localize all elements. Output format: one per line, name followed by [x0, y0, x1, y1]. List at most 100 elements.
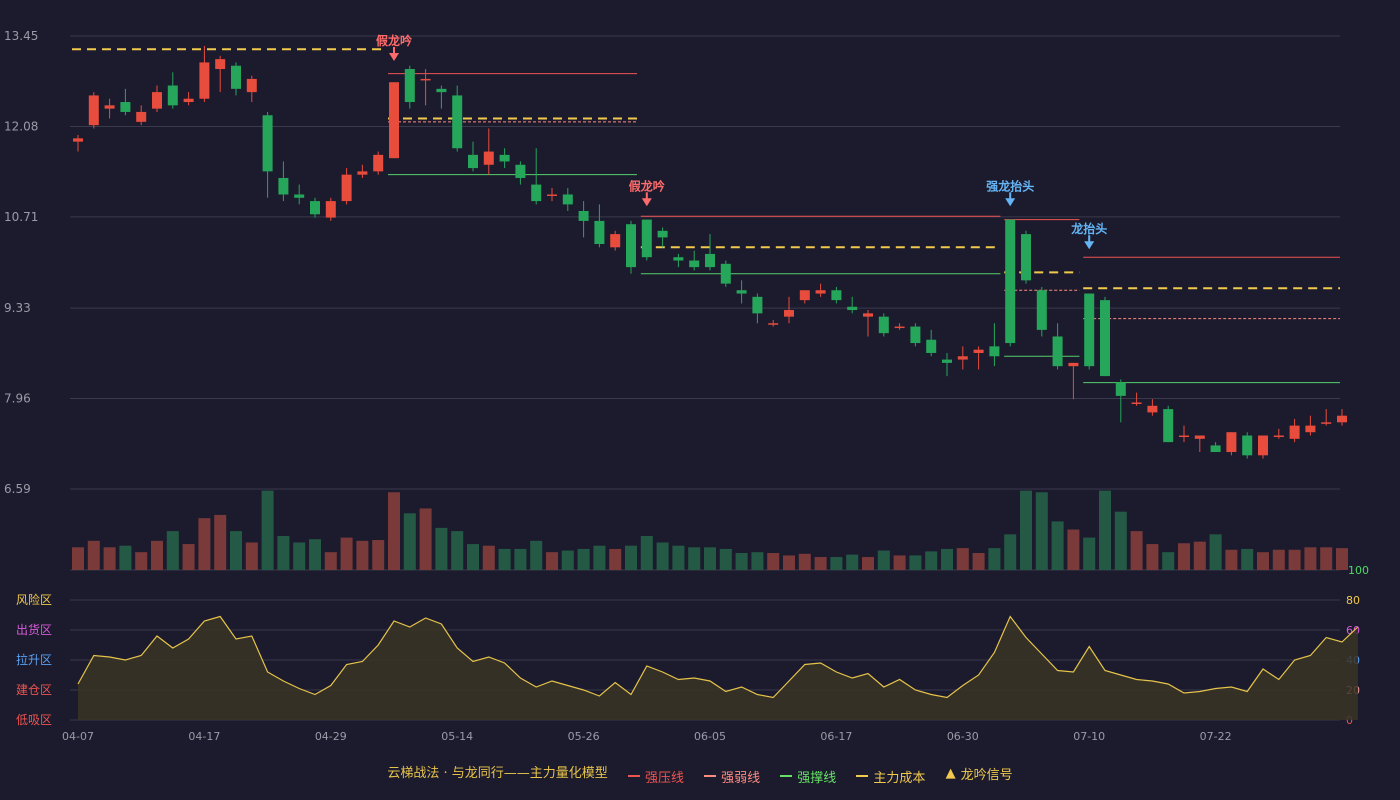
- candle-body: [1273, 435, 1284, 438]
- volume-bar: [783, 555, 795, 570]
- candle-body: [310, 201, 320, 215]
- volume-bar: [198, 518, 211, 570]
- volume-bar: [1067, 529, 1080, 570]
- volume-bar: [435, 527, 448, 570]
- candle-body: [547, 194, 557, 196]
- volume-bar: [735, 552, 748, 570]
- volume-bar: [1336, 548, 1348, 570]
- candle-body: [1337, 415, 1347, 423]
- legend-item-weak[interactable]: 强弱线: [704, 767, 760, 786]
- price-tick-label: 9.33: [4, 301, 31, 315]
- candle-body: [768, 323, 779, 325]
- candle-body: [878, 316, 889, 334]
- date-tick-label: 06-05: [694, 730, 726, 743]
- candle-body: [1052, 336, 1063, 367]
- candle-body: [373, 154, 384, 172]
- volume-bar: [356, 540, 369, 570]
- volume-bar: [1241, 548, 1254, 570]
- volume-bar: [1099, 490, 1111, 570]
- volume-bar: [1288, 549, 1301, 570]
- candle-body: [1068, 362, 1079, 367]
- volume-bar: [1083, 537, 1096, 570]
- volume-bar: [577, 548, 590, 570]
- legend-item-press[interactable]: 强压线: [627, 767, 684, 786]
- candle-body: [942, 359, 952, 363]
- candle-body: [325, 201, 336, 218]
- candle-body: [1036, 290, 1047, 330]
- volume-bar: [719, 548, 732, 570]
- volume-bar: [87, 540, 100, 570]
- volume-bar: [1162, 552, 1175, 570]
- volume-bar: [498, 548, 511, 570]
- volume-bar: [214, 514, 227, 570]
- date-tick-label: 04-17: [188, 730, 220, 743]
- candle-body: [215, 59, 226, 70]
- price-tick-label: 12.08: [4, 119, 38, 133]
- candle-body: [720, 263, 731, 284]
- candle-body: [831, 290, 842, 301]
- candle-body: [389, 82, 399, 159]
- volume-bar: [103, 547, 116, 570]
- candle-body: [531, 184, 542, 202]
- volume-bar: [72, 547, 84, 570]
- candle-body: [926, 339, 937, 353]
- candle-body: [626, 224, 636, 268]
- candle-body: [641, 219, 652, 258]
- volume-bar: [877, 550, 890, 570]
- candle-body: [246, 78, 257, 93]
- candle-body: [1021, 234, 1031, 281]
- candle-body: [894, 326, 905, 329]
- volume-bar: [625, 545, 637, 570]
- candle-body: [341, 174, 352, 202]
- volume-bar: [1020, 490, 1032, 570]
- date-tick-label: 05-14: [441, 730, 473, 743]
- triangle-icon: ▲: [945, 766, 956, 781]
- volume-bar: [893, 555, 906, 570]
- volume-bar: [340, 537, 353, 570]
- candle-body: [1147, 405, 1158, 413]
- volume-bar: [751, 552, 764, 570]
- volume-bar: [1146, 544, 1159, 570]
- volume-bar: [372, 540, 385, 570]
- candle-body: [910, 326, 921, 344]
- osc-zone-label: 风险区: [16, 592, 52, 607]
- candle-body: [1242, 435, 1253, 456]
- volume-bar: [261, 490, 274, 570]
- volume-bar: [956, 548, 969, 570]
- date-tick-label: 06-30: [947, 730, 979, 743]
- volume-bar: [561, 550, 574, 570]
- signal-label: 龙抬头: [1071, 221, 1107, 236]
- candle-body: [1084, 293, 1095, 367]
- candle-body: [610, 234, 621, 248]
- candle-body: [88, 95, 99, 126]
- volume-bar: [1130, 531, 1143, 570]
- candle-body: [104, 105, 115, 109]
- volume-bar: [467, 544, 479, 570]
- volume-bar: [119, 545, 132, 570]
- price-tick-label: 13.45: [4, 29, 38, 43]
- osc-zone-label: 拉升区: [16, 652, 52, 667]
- volume-bar: [182, 544, 195, 570]
- volume-bar: [1051, 521, 1064, 570]
- candle-body: [1321, 422, 1332, 424]
- legend-item-cost[interactable]: 主力成本: [856, 767, 925, 786]
- osc-zone-label: 建仓区: [16, 683, 52, 697]
- legend-item-support[interactable]: 强撑线: [780, 767, 836, 786]
- volume-bar: [230, 531, 242, 570]
- candle-body: [262, 115, 273, 172]
- candle-body: [752, 296, 763, 314]
- candle-body: [578, 210, 589, 221]
- legend-item-signal[interactable]: ▲ 龙吟信号: [945, 766, 1013, 783]
- candle-body: [183, 98, 194, 103]
- candle-body: [1100, 300, 1110, 377]
- candle-body: [705, 253, 715, 268]
- volume-bar: [514, 548, 527, 570]
- volume-bar: [530, 540, 543, 570]
- candle-body: [294, 194, 305, 198]
- candle-body: [736, 290, 747, 294]
- chart-legend: 云梯战法 · 与龙同行——主力量化模型 强压线 强弱线 强撑线 主力成本 ▲ 龙吟…: [0, 762, 1400, 786]
- volume-bar: [1257, 552, 1269, 570]
- osc-line: [77, 615, 1359, 699]
- candle-body: [483, 151, 494, 165]
- candle-body: [1179, 435, 1189, 438]
